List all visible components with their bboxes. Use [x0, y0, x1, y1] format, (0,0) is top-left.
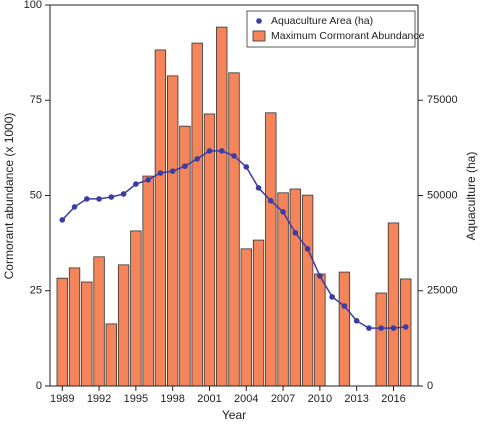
x-tick-label: 2004 [234, 393, 258, 405]
line-point [329, 294, 335, 300]
line-point [231, 153, 237, 159]
y2-tick-label: 50000 [427, 189, 458, 201]
bar [301, 194, 314, 387]
line-point [96, 196, 102, 202]
bar [93, 256, 105, 387]
bar [338, 271, 351, 387]
bar [228, 72, 240, 387]
y-tick-label: 75 [30, 94, 42, 106]
line-point [366, 325, 372, 331]
line-point [206, 148, 213, 154]
x-axis-label: Year [222, 408, 246, 422]
line-point [317, 273, 323, 279]
line-point [182, 163, 188, 169]
line-point [133, 181, 139, 187]
legend-marker [256, 18, 262, 24]
y-tick-label: 100 [24, 0, 42, 11]
line-point [280, 209, 286, 215]
bar [387, 222, 400, 387]
y-tick-label: 25 [30, 285, 42, 297]
x-tick-label: 1992 [87, 393, 111, 405]
y-tick-label: 0 [36, 380, 42, 392]
y2-tick-label: 75000 [427, 94, 458, 106]
bar [154, 49, 167, 387]
line-point [120, 191, 127, 197]
line-point [292, 230, 299, 236]
bar [252, 239, 265, 387]
bar [166, 75, 179, 387]
bar [105, 323, 118, 387]
bar [289, 188, 302, 387]
line-point [402, 324, 409, 330]
line-point [108, 194, 115, 200]
bar [216, 26, 228, 387]
bar [400, 278, 412, 387]
bar [130, 230, 142, 387]
x-tick-label: 2001 [197, 393, 221, 405]
x-tick-label: 2007 [271, 393, 295, 405]
line-point [255, 185, 262, 191]
bar [314, 273, 326, 387]
line-point [341, 303, 348, 309]
y-axis-label: Cormorant abundance (x 1000) [2, 113, 16, 280]
legend-label: Aquaculture Area (ha) [271, 15, 373, 27]
line-point [194, 156, 200, 162]
bar [56, 277, 68, 387]
line-point [157, 170, 164, 176]
bar [68, 267, 81, 387]
bar [265, 112, 277, 387]
line-point [390, 325, 397, 331]
legend-label: Maximum Cormorant Abundance [271, 30, 425, 42]
line-point [71, 204, 78, 210]
x-tick-label: 2013 [344, 393, 368, 405]
legend-box [246, 10, 416, 48]
line-point [84, 196, 90, 202]
x-tick-label: 1995 [124, 393, 148, 405]
y2-tick-label: 0 [427, 380, 433, 392]
y2-tick-label: 25000 [427, 285, 458, 297]
line-point [169, 168, 176, 174]
line-point [304, 246, 311, 252]
bar [277, 192, 289, 387]
line-point [218, 148, 225, 154]
x-tick-label: 1989 [50, 393, 74, 405]
bar [117, 264, 130, 387]
bar [203, 113, 216, 387]
y-tick-label: 50 [30, 189, 42, 201]
x-tick-label: 2016 [381, 393, 405, 405]
line-point [145, 177, 151, 183]
x-tick-label: 2010 [308, 393, 332, 405]
line-point [243, 164, 250, 170]
legend-marker [252, 30, 266, 42]
y2-axis-label: Aquaculture (ha) [464, 152, 478, 241]
bar [375, 292, 387, 387]
bar [142, 175, 154, 387]
bar [240, 248, 252, 387]
bar [191, 42, 203, 387]
bar [81, 281, 93, 387]
x-tick-label: 1998 [160, 393, 184, 405]
line-point [268, 198, 274, 204]
line-point [378, 325, 385, 331]
line-point [353, 318, 360, 324]
line-point [59, 217, 66, 223]
